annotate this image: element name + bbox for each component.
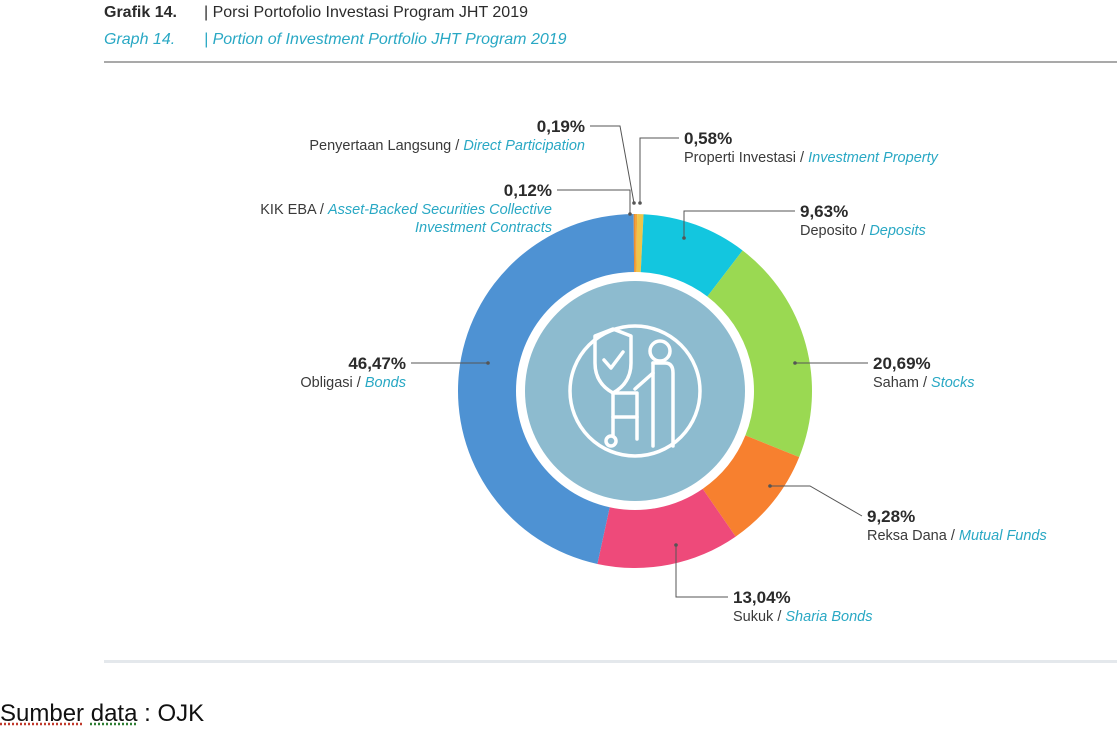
donut-ring xyxy=(458,214,813,568)
slice-label-en-7: Asset-Backed Securities Collective xyxy=(327,202,552,218)
slice-label-id-5: Sukuk / xyxy=(733,609,785,625)
slice-label-7: KIK EBA / Asset-Backed Securities Collec… xyxy=(260,202,552,218)
leader-line-2 xyxy=(683,210,795,238)
leader-dot-2 xyxy=(682,236,686,240)
slice-label-6: Obligasi / Bonds xyxy=(300,375,406,391)
slice-label-en-5: Sharia Bonds xyxy=(785,609,872,625)
chart-header-en: Graph 14. | Portion of Investment Portfol… xyxy=(104,31,567,49)
footer-divider xyxy=(104,660,1117,663)
slice-pct-0: 0,19% xyxy=(537,117,585,136)
slice-label-1: Properti Investasi / Investment Property xyxy=(684,150,939,166)
leader-line-1 xyxy=(639,137,679,203)
slice-label-en-1: Investment Property xyxy=(808,150,938,166)
donut-slice-3 xyxy=(707,250,813,458)
slice-pct-5: 13,04% xyxy=(733,588,791,607)
source-word-data: data xyxy=(90,700,138,727)
source-word-sumber: Sumber xyxy=(0,700,85,727)
graph-title-en: | Portion of Investment Portfolio JHT Pr… xyxy=(204,31,567,48)
slice-label-en-2: Deposits xyxy=(869,223,925,239)
leader-dot-3 xyxy=(793,361,797,365)
graph-title-id: | Porsi Portofolio Investasi Program JHT… xyxy=(204,4,528,21)
donut-slice-5 xyxy=(597,488,736,568)
leader-dot-0 xyxy=(632,201,636,205)
slice-label-en-4: Mutual Funds xyxy=(959,528,1047,544)
chart-header-id: Grafik 14. | Porsi Portofolio Investasi P… xyxy=(104,4,528,22)
donut-chart: 0,19% Penyertaan Langsung / Direct Partic… xyxy=(260,117,1047,625)
slice-pct-1: 0,58% xyxy=(684,129,732,148)
leader-dot-1 xyxy=(638,201,642,205)
donut-slice-0 xyxy=(635,214,638,273)
graph-number-en: Graph 14. xyxy=(104,31,176,48)
header-divider xyxy=(104,61,1117,63)
source-value: : OJK xyxy=(137,700,205,727)
slice-label-en-0: Direct Participation xyxy=(463,138,585,154)
slice-label-id-3: Saham / xyxy=(873,375,931,391)
donut-slice-1 xyxy=(636,214,644,273)
donut-slice-2 xyxy=(640,214,743,297)
slice-label-3: Saham / Stocks xyxy=(873,375,975,391)
leader-line-0 xyxy=(590,125,635,204)
leader-dot-4 xyxy=(768,484,772,488)
donut-slice-7 xyxy=(633,214,635,273)
slice-label-id-4: Reksa Dana / xyxy=(867,528,959,544)
slice-label-en-7-line-1: Investment Contracts xyxy=(415,220,552,236)
slice-label-4: Reksa Dana / Mutual Funds xyxy=(867,528,1047,544)
leader-line-5 xyxy=(675,545,728,598)
slice-pct-6: 46,47% xyxy=(348,354,406,373)
slice-labels: 0,19% Penyertaan Langsung / Direct Partic… xyxy=(260,117,1047,625)
donut-slice-4 xyxy=(702,435,800,537)
slice-label-id-7: KIK EBA / xyxy=(260,202,328,218)
leader-dot-6 xyxy=(486,361,490,365)
slice-label-id-2: Deposito / xyxy=(800,223,869,239)
slice-label-en-3: Stocks xyxy=(931,375,975,391)
slice-pct-4: 9,28% xyxy=(867,507,915,526)
slice-label-2: Deposito / Deposits xyxy=(800,223,926,239)
leader-dot-5 xyxy=(674,543,678,547)
graph-number-id: Grafik 14. xyxy=(104,4,177,21)
slice-label-en-6: Bonds xyxy=(365,375,406,391)
leader-line-4 xyxy=(770,485,863,517)
elderly-person-with-shield-icon xyxy=(568,324,702,458)
slice-label-id-1: Properti Investasi / xyxy=(684,150,808,166)
donut-center xyxy=(525,281,745,501)
slice-pct-7: 0,12% xyxy=(504,181,552,200)
leader-dot-7 xyxy=(628,212,632,216)
donut-slice-6 xyxy=(458,214,635,564)
slice-label-5: Sukuk / Sharia Bonds xyxy=(733,609,872,625)
slice-label-0: Penyertaan Langsung / Direct Participati… xyxy=(309,138,585,154)
slice-label-id-0: Penyertaan Langsung / xyxy=(309,138,463,154)
leader-line-7 xyxy=(557,189,631,214)
slice-label-id-6: Obligasi / xyxy=(300,375,364,391)
slice-pct-2: 9,63% xyxy=(800,202,848,221)
data-source-note: Sumber data : OJK xyxy=(0,700,204,728)
slice-pct-3: 20,69% xyxy=(873,354,931,373)
